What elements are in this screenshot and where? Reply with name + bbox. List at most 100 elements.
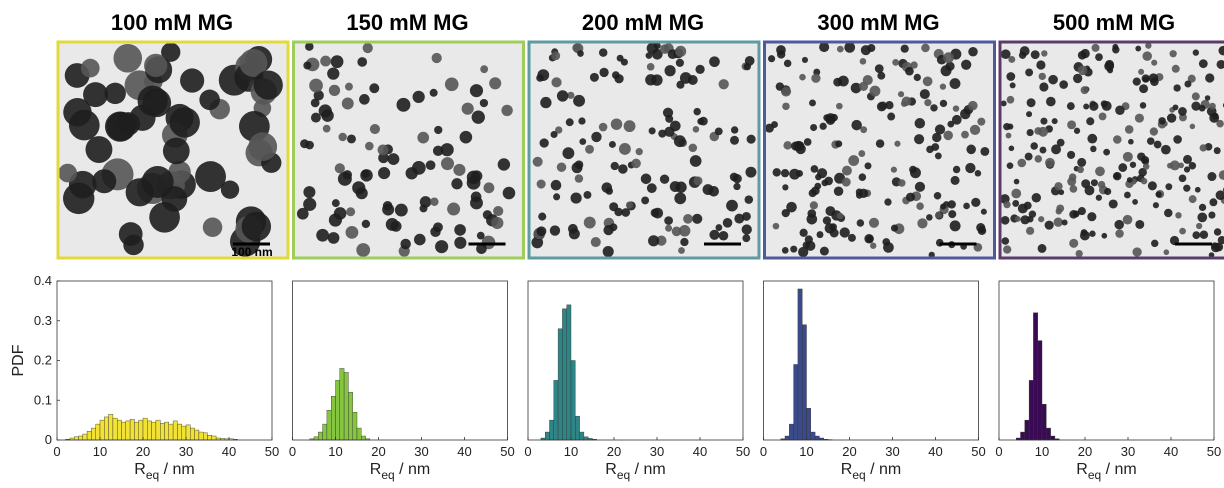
- particle: [608, 140, 616, 148]
- particle: [491, 216, 504, 230]
- particle: [743, 62, 751, 71]
- particle: [1072, 73, 1083, 84]
- particle: [742, 234, 751, 243]
- particle: [369, 83, 380, 94]
- tem-image: [529, 42, 759, 258]
- particle: [926, 214, 933, 221]
- particle: [501, 104, 513, 117]
- particle: [900, 44, 909, 53]
- particle: [664, 65, 676, 77]
- particle: [1173, 135, 1182, 144]
- particle: [537, 69, 550, 81]
- particle: [1155, 191, 1162, 198]
- particle: [1173, 84, 1181, 92]
- particle: [1025, 68, 1034, 77]
- particle: [776, 45, 786, 55]
- particle: [574, 160, 584, 170]
- particle: [744, 195, 754, 204]
- particle: [860, 126, 868, 134]
- particle: [799, 228, 808, 237]
- particle: [1169, 160, 1180, 171]
- particle: [1089, 101, 1099, 111]
- particle: [618, 164, 628, 174]
- particle: [1013, 178, 1020, 185]
- particle: [1140, 177, 1148, 185]
- bar: [1028, 380, 1034, 441]
- particle: [310, 98, 320, 108]
- particle: [745, 166, 757, 178]
- particle: [1205, 73, 1215, 83]
- particle: [1072, 210, 1080, 218]
- particle: [648, 235, 660, 247]
- particle: [568, 228, 580, 240]
- x-tick-label: 10: [564, 444, 578, 459]
- particle: [876, 101, 887, 112]
- particle: [961, 59, 972, 70]
- particle: [816, 231, 824, 239]
- particle: [980, 146, 990, 156]
- particle: [836, 102, 843, 110]
- particle: [538, 212, 547, 221]
- particle: [104, 82, 126, 105]
- particle: [947, 120, 955, 128]
- particle: [1077, 157, 1087, 167]
- particle: [790, 245, 798, 253]
- particle: [1030, 142, 1038, 150]
- x-tick-label: 10: [93, 444, 107, 459]
- particle: [162, 137, 190, 165]
- bar: [331, 396, 336, 441]
- particle: [1083, 103, 1090, 110]
- particle: [659, 174, 670, 184]
- particle: [1011, 188, 1022, 199]
- bar: [361, 435, 366, 441]
- particle: [83, 82, 108, 108]
- y-axis-label: PDF: [10, 344, 27, 376]
- particle: [1000, 215, 1010, 225]
- particle: [309, 78, 323, 93]
- particle: [1183, 184, 1191, 192]
- y-tick-label: 0.1: [34, 392, 52, 407]
- particle: [621, 208, 631, 217]
- particle: [1069, 185, 1078, 193]
- x-axis-label-rest: / nm: [395, 461, 431, 478]
- particle: [1163, 249, 1170, 256]
- particle: [943, 130, 953, 141]
- particle: [952, 165, 961, 174]
- particle: [479, 98, 489, 108]
- particle: [1026, 111, 1033, 118]
- particle: [591, 131, 602, 143]
- bar: [104, 416, 109, 441]
- particle: [430, 197, 439, 206]
- particle: [926, 145, 934, 154]
- particle: [220, 180, 240, 199]
- particle: [598, 48, 608, 57]
- bar: [322, 423, 328, 441]
- particle: [425, 160, 436, 171]
- particle: [1014, 216, 1021, 222]
- bar: [190, 427, 195, 441]
- particle: [640, 173, 652, 185]
- particle: [1066, 102, 1075, 111]
- particle: [590, 237, 601, 248]
- particle: [1045, 157, 1055, 168]
- particle: [1081, 179, 1091, 189]
- particle: [858, 188, 869, 199]
- particle: [771, 121, 778, 128]
- particle: [664, 216, 673, 225]
- particle: [356, 243, 371, 257]
- particle: [327, 67, 340, 80]
- x-axis-label-sub: eq: [1088, 468, 1101, 482]
- x-tick-label: 0: [53, 444, 60, 459]
- particle: [1091, 43, 1100, 52]
- particle: [330, 55, 344, 69]
- particle: [679, 72, 692, 84]
- particle: [646, 63, 655, 71]
- particle: [969, 124, 981, 135]
- particle: [1124, 191, 1131, 199]
- particle: [1044, 220, 1054, 230]
- particle: [919, 89, 930, 100]
- particle: [599, 67, 609, 78]
- particle: [585, 144, 594, 154]
- particle: [1153, 140, 1162, 149]
- particle: [577, 50, 584, 57]
